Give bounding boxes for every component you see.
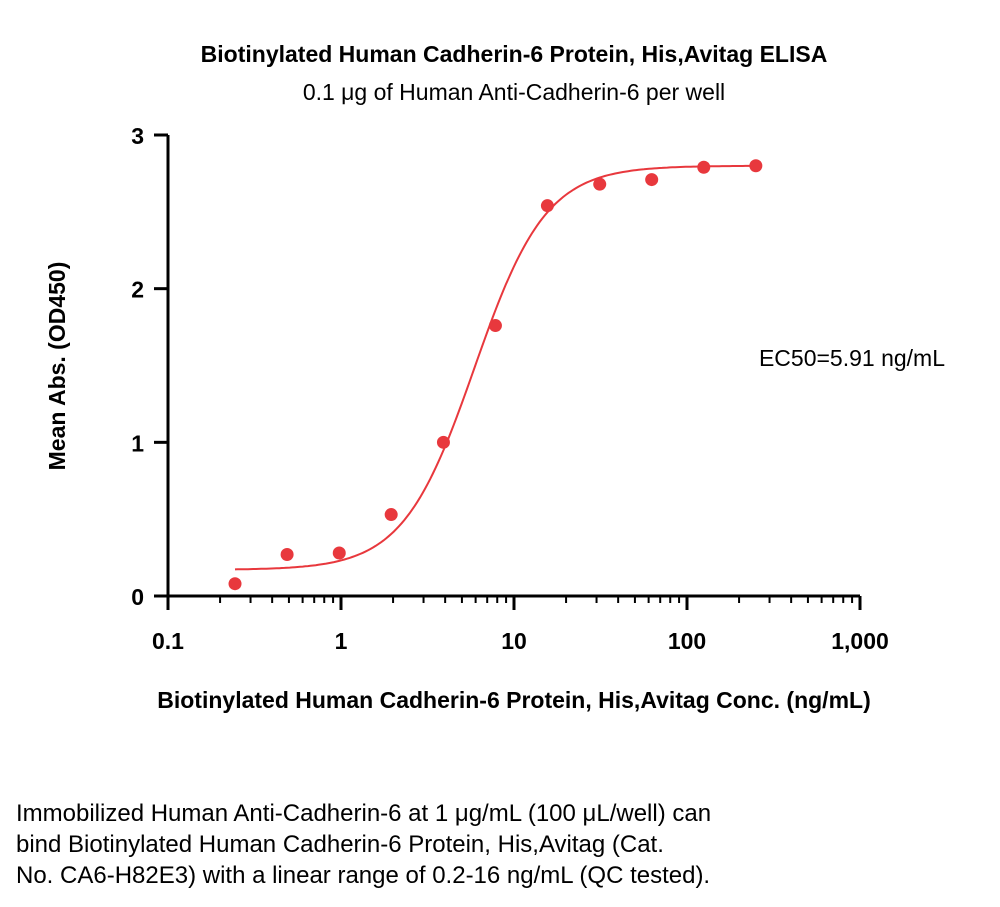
data-point	[280, 548, 294, 562]
x-tick-label: 10	[501, 628, 527, 654]
data-point	[488, 319, 502, 333]
data-point	[384, 508, 398, 522]
y-tick-label: 1	[131, 430, 144, 456]
y-axis-label: Mean Abs. (OD450)	[44, 262, 70, 471]
caption-line-3: No. CA6-H82E3) with a linear range of 0.…	[16, 862, 711, 889]
figure-caption: Immobilized Human Anti-Cadherin-6 at 1 μ…	[16, 798, 976, 891]
data-point	[540, 199, 554, 213]
chart-subtitle: 0.1 μg of Human Anti-Cadherin-6 per well	[303, 79, 725, 105]
ec50-annotation: EC50=5.91 ng/mL	[759, 345, 945, 371]
data-point	[332, 546, 346, 560]
data-point	[228, 577, 242, 591]
x-tick-label: 0.1	[152, 628, 184, 654]
y-axis-ticks: 0 1 2 3	[131, 123, 168, 610]
x-tick-label: 100	[668, 628, 706, 654]
data-point	[593, 177, 607, 191]
data-point	[697, 160, 711, 174]
fit-curve	[234, 164, 756, 571]
x-tick-label: 1	[335, 628, 348, 654]
y-tick-label: 3	[131, 123, 144, 149]
axes	[166, 135, 860, 598]
y-tick-label: 0	[131, 584, 144, 610]
chart-title: Biotinylated Human Cadherin-6 Protein, H…	[201, 41, 828, 67]
y-tick-label: 2	[131, 277, 144, 303]
data-point	[645, 173, 659, 187]
caption-line-2: bind Biotinylated Human Cadherin-6 Prote…	[16, 831, 664, 858]
x-axis-ticks: 0.1 1 10 100 1,000	[152, 596, 889, 654]
x-tick-label: 1,000	[831, 628, 889, 654]
data-point	[749, 159, 763, 173]
elisa-chart: Biotinylated Human Cadherin-6 Protein, H…	[44, 41, 945, 713]
data-points	[228, 159, 763, 591]
data-point	[436, 435, 450, 449]
caption-line-1: Immobilized Human Anti-Cadherin-6 at 1 μ…	[16, 800, 712, 827]
fit-curve-group	[234, 164, 756, 571]
x-axis-label: Biotinylated Human Cadherin-6 Protein, H…	[157, 687, 870, 713]
